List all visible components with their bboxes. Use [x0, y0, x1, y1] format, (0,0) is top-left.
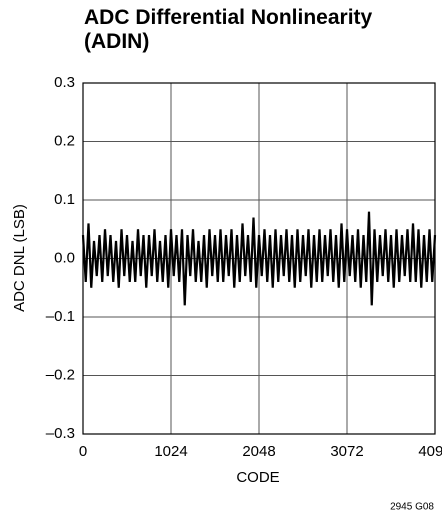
x-tick-label: 0: [79, 443, 87, 460]
footnote: 2945 G08: [390, 502, 434, 513]
chart-title: ADC Differential Nonlinearity (ADIN): [84, 6, 373, 53]
x-tick-label: 2048: [242, 443, 275, 460]
y-tick-label: 0.0: [54, 249, 75, 266]
x-tick-label: 3072: [330, 443, 363, 460]
y-tick-label: 0.2: [54, 132, 75, 149]
plot-frame: [82, 82, 436, 435]
y-tick-label: –0.2: [46, 366, 75, 383]
x-tick-label: 1024: [154, 443, 187, 460]
y-tick-label: 0.1: [54, 191, 75, 208]
y-axis-label: ADC DNL (LSB): [11, 204, 28, 312]
x-tick-label: 4096: [418, 443, 442, 460]
data-line: [81, 211, 437, 306]
y-tick-label: 0.3: [54, 74, 75, 91]
y-tick-label: –0.1: [46, 308, 75, 325]
x-axis-label: CODE: [236, 469, 279, 486]
y-tick-label: –0.3: [46, 425, 75, 442]
